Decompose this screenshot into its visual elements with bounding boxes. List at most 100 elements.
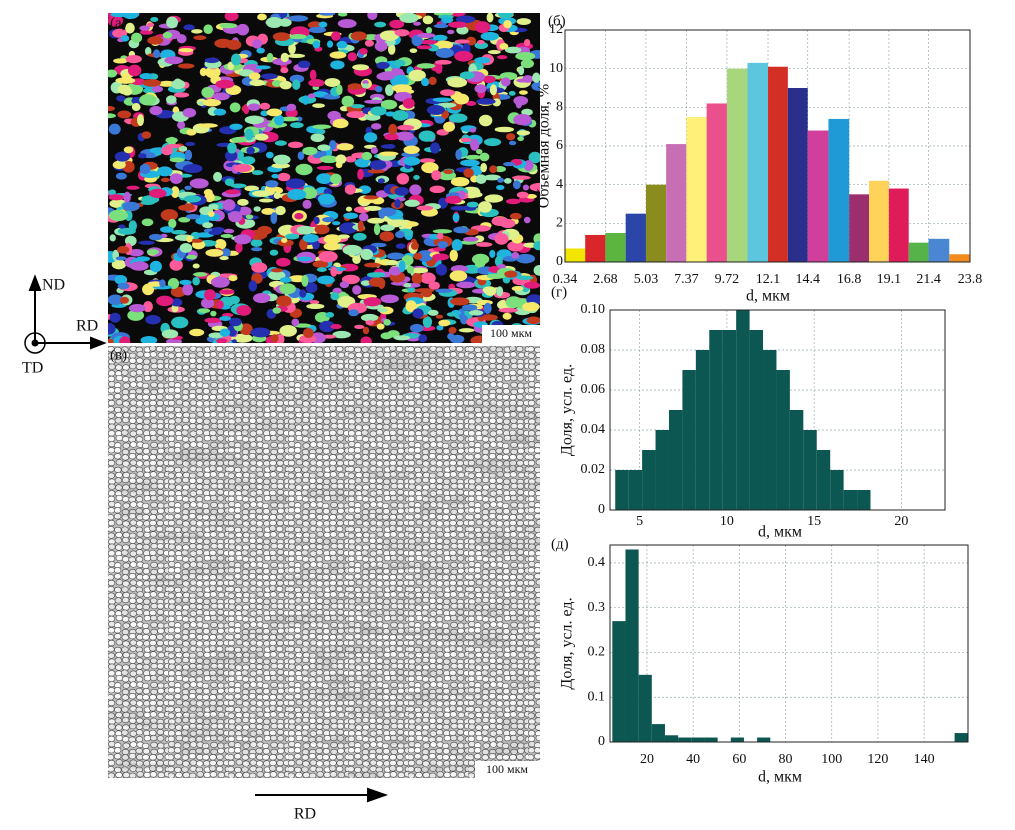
grain (341, 95, 355, 107)
shade (310, 647, 363, 655)
shade (398, 596, 424, 606)
grain (271, 163, 291, 169)
shade (357, 609, 415, 616)
grain (251, 262, 268, 273)
shade (391, 692, 434, 698)
grain (280, 52, 289, 63)
grain (453, 226, 470, 234)
grain (114, 275, 128, 285)
grain (435, 314, 444, 319)
grain (246, 146, 255, 155)
grain (189, 178, 209, 189)
grain (204, 57, 220, 64)
grain (265, 151, 274, 159)
grain (533, 241, 540, 251)
grain (392, 110, 409, 121)
grain (278, 18, 292, 27)
grain (148, 233, 163, 241)
grain (336, 84, 343, 96)
grain (210, 276, 230, 288)
bar (625, 213, 646, 262)
grain (166, 16, 179, 29)
y-tick-label: 0 (598, 502, 605, 517)
shade (431, 762, 473, 773)
grain (312, 40, 321, 49)
grain (484, 286, 497, 296)
grain (428, 281, 440, 290)
grain (370, 242, 387, 248)
shade (208, 515, 234, 527)
shade (191, 658, 242, 665)
grain (521, 108, 533, 116)
grain (231, 136, 248, 143)
shade (505, 431, 540, 441)
shade (172, 735, 208, 747)
grain (458, 328, 475, 333)
grain (367, 13, 378, 20)
grain (417, 39, 438, 45)
x-axis-label: d, мкм (746, 288, 790, 305)
grain (526, 194, 537, 199)
shade (487, 458, 514, 465)
grain (332, 287, 342, 294)
grain (270, 268, 283, 273)
grain (117, 110, 132, 119)
shade (501, 717, 528, 730)
grain (171, 79, 186, 90)
scalebar-box (482, 325, 540, 343)
shade (330, 596, 382, 603)
grain (462, 236, 479, 242)
x-axis-label: d, мкм (758, 524, 802, 541)
grain (252, 39, 263, 49)
grain (480, 162, 487, 173)
bar (645, 184, 667, 262)
grain (516, 191, 529, 199)
shade (360, 629, 421, 636)
grain (312, 240, 320, 250)
grain (185, 213, 201, 220)
grain (384, 133, 399, 141)
grain (486, 13, 494, 23)
y-tick-label: 0 (598, 734, 605, 749)
shade (195, 508, 228, 517)
y-tick-label: 0.04 (581, 422, 606, 437)
plot-frame (609, 544, 969, 743)
grain (337, 19, 357, 29)
grain (394, 29, 410, 37)
grain (208, 210, 215, 217)
grain (324, 77, 341, 87)
grain (220, 248, 231, 257)
grain (189, 328, 205, 337)
bar (691, 737, 705, 742)
grain (450, 205, 467, 211)
grain (448, 21, 468, 28)
shade (268, 495, 289, 505)
bar (949, 254, 970, 262)
shade (537, 611, 540, 619)
grain (380, 332, 393, 340)
grain (319, 320, 335, 333)
grain (370, 123, 382, 130)
grain (108, 294, 124, 306)
grain (376, 61, 390, 70)
grain (219, 315, 232, 322)
bar (695, 350, 710, 510)
shade (416, 767, 441, 773)
grain (297, 151, 305, 160)
grain (373, 223, 381, 236)
grain (416, 63, 436, 69)
grain (184, 185, 192, 190)
grain (117, 245, 130, 254)
grain (108, 322, 116, 335)
x-tick-label: 15 (807, 514, 821, 529)
grain (389, 19, 405, 29)
grain (447, 77, 468, 88)
grain (164, 56, 184, 65)
grain (411, 272, 423, 285)
shade (179, 726, 212, 738)
grain (224, 178, 235, 187)
grain (399, 13, 419, 23)
grain (248, 72, 261, 81)
grain (312, 260, 329, 268)
